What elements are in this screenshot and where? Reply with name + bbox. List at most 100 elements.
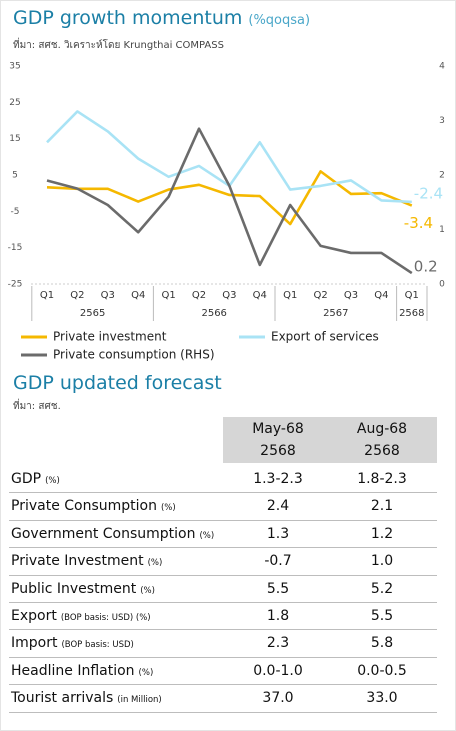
table-header-bg [223,417,437,463]
y-tick-label: 15 [9,134,20,144]
row-value: 37.0 [262,690,294,707]
row-label: Government Consumption (%) [11,521,214,550]
column-period: Aug-68 [356,421,408,437]
legend-label: Export of services [271,330,379,344]
table-source: ที่มา: สศช. [13,401,61,412]
x-tick-label: Q2 [313,290,327,301]
row-name: Public Investment [11,580,137,597]
row-label: Import (BOP basis: USD) [11,630,134,659]
row-line [9,519,437,521]
row-label: GDP (%) [11,466,60,495]
x-group-label: 2568 [399,308,424,319]
row-unit: (%) [140,585,155,596]
x-tick-label: Q1 [161,290,175,301]
row-unit: (%) [147,558,163,569]
row-line [9,574,437,576]
row-line [9,547,437,549]
row-value: -0.7 [264,553,292,570]
row-name: Export [11,608,57,624]
y2-tick-label: 3 [439,116,445,126]
row-label: Private Consumption (%) [11,493,176,522]
x-group-label: 2567 [323,308,348,319]
row-unit: (%) [45,476,60,486]
x-tick-label: Q1 [40,290,54,301]
x-tick-label: Q3 [344,290,358,301]
row-value: 2.4 [266,498,290,515]
chart-title: GDP growth momentum [13,7,243,29]
y-tick-label: -25 [8,280,23,290]
row-value: 5.8 [370,635,394,652]
y-tick-label: 5 [12,171,18,181]
row-line [9,684,437,686]
y2-tick-label: 1 [439,225,445,235]
row-value: 1.3 [266,525,290,542]
row-value: 1.0 [370,553,394,570]
legend-label: Private investment [53,330,167,344]
row-label: Export (BOP basis: USD) (%) [11,603,151,632]
row-label: Private Investment (%) [11,548,162,577]
row-line [9,656,437,658]
row-label: Tourist arrivals (in Million) [11,685,162,714]
row-value: 5.5 [370,608,394,624]
row-value: 2.3 [266,635,290,652]
y2-tick-label: 2 [439,171,445,181]
row-name: Tourist arrivals [11,690,114,707]
y-tick-label: -15 [8,243,23,253]
x-tick-label: Q3 [101,290,115,301]
row-value: 5.5 [266,580,290,597]
chart-subtitle: (%qoqsa) [248,13,311,28]
row-name: Private Consumption [11,498,157,515]
row-unit: (BOP basis: USD) [61,640,134,651]
row-unit: (BOP basis: USD) (%) [60,613,151,623]
y-tick-label: -5 [11,207,20,217]
row-unit: (%) [138,667,154,678]
value-label: 0.2 [414,258,438,276]
value-label: -3.4 [404,214,433,232]
row-name: Headline Inflation [11,662,135,679]
x-group-label: 2566 [201,308,226,319]
row-unit: (in Million) [117,695,162,706]
row-name: GDP [11,471,42,487]
x-tick-label: Q4 [131,290,145,301]
x-tick-label: Q2 [192,290,206,301]
row-name: Government Consumption [11,525,196,542]
row-value: 33.0 [366,690,398,707]
y-tick-label: 25 [9,98,20,108]
row-value: 2.1 [370,498,394,515]
row-value: 1.3-2.3 [253,471,303,487]
x-tick-label: Q1 [283,290,297,301]
column-year: 2568 [364,443,400,459]
series-line [46,170,413,226]
row-name: Private Investment [11,553,144,570]
row-value: 1.2 [370,525,394,542]
column-period: May-68 [252,421,304,437]
legend-label: Private consumption (RHS) [53,348,215,362]
row-name: Import [11,635,58,652]
value-label: -2.4 [414,184,443,202]
row-line [9,711,437,713]
row-label: Headline Inflation (%) [11,658,153,687]
chart-title-row: GDP growth momentum (%qoqsa) [13,7,310,29]
row-value: 1.8-2.3 [357,471,407,487]
chart: -25 -15 -5 5 15 25 35 0 1 2 3 4 Q1 Q2 Q3 Q4 2565 Q1 Q2 Q3 Q4… [8,62,445,362]
x-tick-label: Q4 [253,290,267,301]
row-line [9,492,437,494]
x-group-label: 2565 [80,308,105,319]
table-title: GDP updated forecast [13,372,222,394]
series-line [46,127,413,275]
x-tick-label: Q1 [405,290,419,301]
row-line [9,629,437,631]
row-line [9,602,437,603]
row-label: Public Investment (%) [11,576,155,605]
y-tick-label: 35 [9,62,20,72]
row-unit: (%) [199,530,215,541]
x-tick-label: Q4 [374,290,388,301]
y2-tick-label: 0 [439,280,445,290]
row-value: 1.8 [266,608,290,624]
row-value: 5.2 [370,580,394,597]
y2-tick-label: 4 [439,62,445,72]
column-year: 2568 [260,443,296,459]
chart-source: ที่มา: สศช. วิเคราะห์โดย Krungthai COMPA… [13,40,224,51]
